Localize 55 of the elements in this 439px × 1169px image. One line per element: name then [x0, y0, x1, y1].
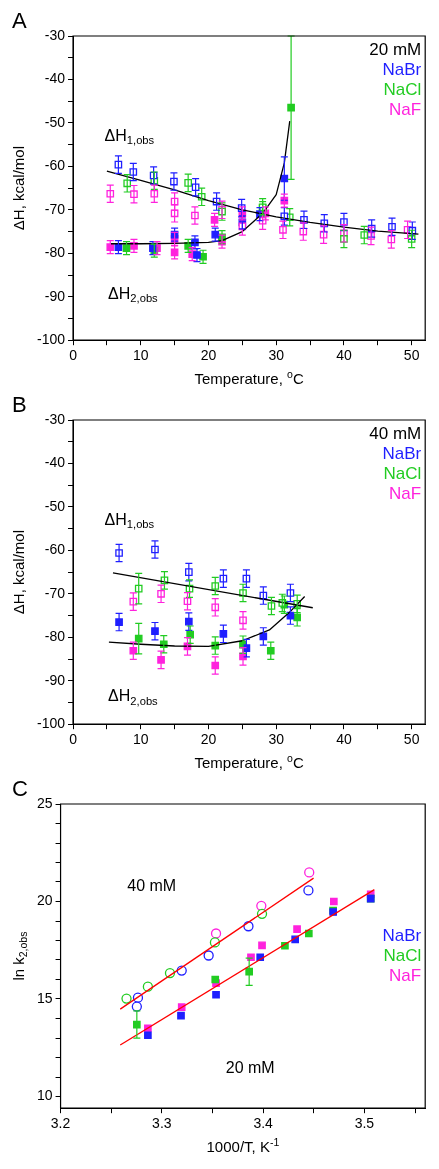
- y-tick-label: -30: [44, 26, 66, 43]
- annotation: 40 mM: [127, 876, 177, 894]
- text: NaCl: [383, 463, 422, 483]
- y-tick-label: -100: [36, 331, 66, 348]
- y-tick-label: -50: [44, 113, 66, 130]
- x-tick-label: 30: [268, 731, 285, 748]
- x-tick-label: 40: [336, 731, 352, 748]
- x-tick-label: 30: [268, 347, 285, 364]
- y-tick-label: 10: [36, 1087, 53, 1104]
- x-tick-label: 50: [403, 347, 420, 364]
- y-tick-label: -70: [44, 200, 66, 217]
- x-tick-label: 3.3: [152, 1115, 172, 1132]
- x-tick-label: 0: [69, 347, 78, 364]
- x-tick-label: 20: [200, 347, 217, 364]
- legend-title: 40 mM: [369, 423, 422, 443]
- annotation: 20 mM: [225, 1059, 275, 1077]
- y-axis-title: ΔH, kcal/mol: [10, 146, 28, 231]
- y-tick-label: -100: [36, 715, 66, 732]
- text: NaF: [389, 483, 422, 503]
- y-axis-title: ΔH, kcal/mol: [10, 530, 28, 615]
- y-tick-label: -90: [44, 287, 66, 304]
- chart-title: A: [12, 8, 27, 34]
- text: NaCl: [383, 945, 422, 965]
- y-tick-label: -50: [44, 497, 66, 514]
- x-tick-label: 20: [200, 731, 217, 748]
- text: NaBr: [382, 443, 422, 463]
- x-tick-label: 50: [403, 731, 420, 748]
- x-tick-label: 40: [336, 347, 352, 364]
- y-tick-label: -90: [44, 671, 66, 688]
- y-axis-title: ln k2,obs: [10, 931, 30, 981]
- x-tick-label: 3.2: [50, 1115, 71, 1132]
- legend-title: 20 mM: [369, 39, 422, 59]
- x-tick-label: 10: [132, 731, 149, 748]
- y-tick-label: 20: [36, 892, 53, 909]
- y-tick-label: -30: [44, 410, 66, 427]
- text: NaF: [389, 965, 422, 985]
- chart-title: C: [12, 776, 28, 802]
- y-tick-label: -80: [44, 244, 66, 261]
- x-tick-label: 3.4: [253, 1115, 274, 1132]
- y-tick-label: -80: [44, 628, 66, 645]
- y-tick-label: -60: [44, 157, 66, 174]
- text: NaCl: [383, 79, 422, 99]
- text: NaBr: [382, 925, 422, 945]
- y-tick-label: -40: [44, 454, 66, 471]
- text: NaF: [389, 99, 422, 119]
- x-tick-label: 0: [69, 731, 78, 748]
- x-tick-label: 3.5: [354, 1115, 375, 1132]
- y-tick-label: 15: [36, 989, 53, 1006]
- y-tick-label: -60: [44, 541, 66, 558]
- y-tick-label: -70: [44, 584, 66, 601]
- chart-title: B: [12, 392, 27, 418]
- y-tick-label: 25: [36, 794, 53, 811]
- text: NaBr: [382, 59, 422, 79]
- x-tick-label: 10: [132, 347, 149, 364]
- y-tick-label: -40: [44, 70, 66, 87]
